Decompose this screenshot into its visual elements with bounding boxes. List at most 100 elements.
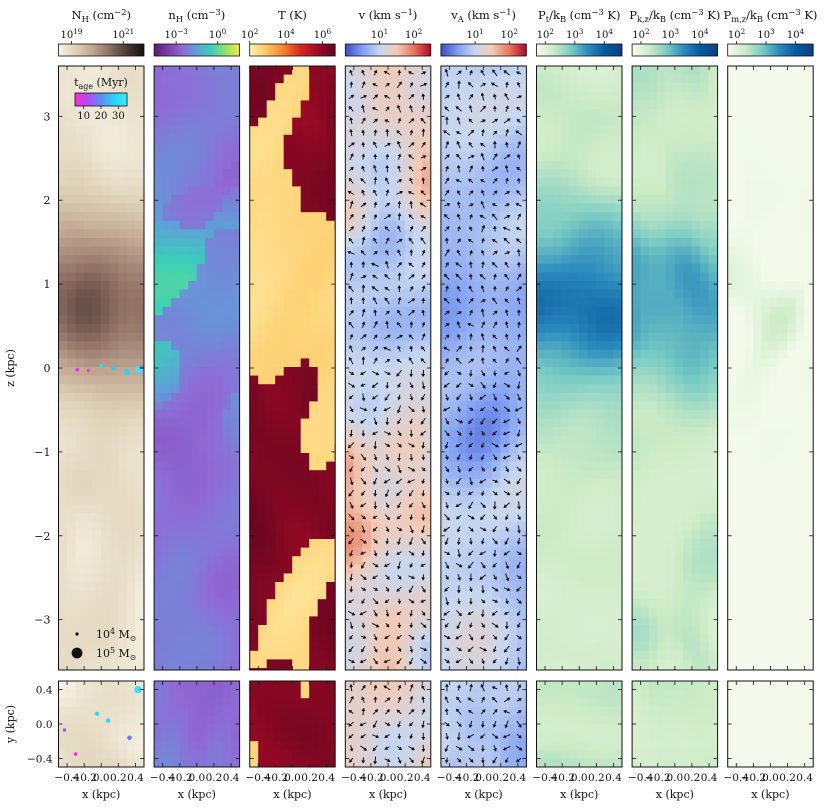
image-cell [266, 749, 276, 759]
image-cell [109, 573, 119, 583]
image-cell [92, 117, 102, 127]
image-cell [135, 478, 144, 488]
image-cell [162, 435, 172, 445]
image-cell [154, 169, 164, 179]
image-cell [292, 66, 302, 76]
image-cell [421, 186, 431, 196]
image-cell [466, 470, 476, 480]
image-cell [440, 478, 450, 488]
image-cell [517, 625, 527, 635]
image-cell [84, 427, 94, 437]
image-cell [58, 375, 68, 385]
image-cell [249, 281, 259, 291]
image-cell [126, 246, 136, 256]
image-cell [326, 341, 336, 351]
image-cell [421, 195, 431, 205]
image-cell [258, 401, 268, 411]
image-cell [275, 229, 285, 239]
image-cell [449, 358, 459, 368]
image-cell [162, 384, 172, 394]
image-cell [275, 599, 285, 609]
image-cell [154, 599, 164, 609]
image-cell [239, 83, 240, 93]
image-cell [309, 392, 319, 402]
image-cell [379, 478, 389, 488]
image-cell [596, 83, 606, 93]
image-cell [309, 530, 319, 540]
image-cell [101, 169, 111, 179]
image-cell [249, 306, 259, 316]
image-cell [579, 289, 589, 299]
image-cell [196, 83, 206, 93]
image-cell [266, 177, 276, 187]
image-cell [126, 315, 136, 325]
image-cell [370, 349, 380, 359]
image-cell [396, 83, 406, 93]
image-cell [58, 289, 68, 299]
image-cell [508, 401, 518, 411]
image-cell [213, 212, 223, 222]
image-cell [101, 143, 111, 153]
image-cell [562, 478, 572, 488]
image-cell [621, 410, 622, 420]
image-cell [188, 547, 198, 557]
image-cell [205, 668, 215, 670]
image-cell [292, 435, 302, 445]
image-cell [67, 599, 77, 609]
image-cell [196, 504, 206, 514]
image-cell [500, 504, 510, 514]
image-cell [525, 289, 527, 299]
image-cell [334, 100, 336, 110]
image-cell [508, 749, 518, 759]
image-cell [258, 668, 268, 670]
image-cell [143, 134, 144, 144]
image-cell [205, 289, 215, 299]
image-cell [205, 212, 215, 222]
image-cell [508, 681, 518, 691]
image-cell [387, 478, 397, 488]
image-cell [101, 732, 111, 742]
image-cell [239, 203, 240, 213]
image-cell [570, 238, 580, 248]
image-cell [283, 633, 293, 643]
image-cell [283, 134, 293, 144]
image-cell [213, 358, 223, 368]
image-cell [404, 625, 414, 635]
image-cell [562, 74, 572, 84]
image-cell [75, 444, 85, 454]
image-cell [587, 109, 597, 119]
image-cell [500, 160, 510, 170]
image-cell [474, 530, 484, 540]
image-cell [213, 91, 223, 101]
image-cell [188, 681, 198, 691]
image-cell [67, 668, 77, 670]
image-cell [283, 418, 293, 428]
image-cell [249, 126, 259, 136]
image-cell [162, 453, 172, 463]
image-cell [379, 169, 389, 179]
image-cell [109, 582, 119, 592]
image-cell [154, 521, 164, 531]
image-cell [213, 504, 223, 514]
image-cell [553, 238, 563, 248]
image-cell [387, 324, 397, 334]
image-cell [196, 681, 206, 691]
image-cell [67, 384, 77, 394]
image-cell [135, 418, 144, 428]
image-cell [396, 109, 406, 119]
image-cell [491, 143, 501, 153]
image-cell [553, 298, 563, 308]
image-cell [92, 349, 102, 359]
image-cell [275, 590, 285, 600]
image-cell [457, 349, 467, 359]
image-cell [230, 681, 240, 691]
image-cell [84, 461, 94, 471]
image-cell [222, 573, 232, 583]
image-cell [222, 367, 232, 377]
image-cell [58, 573, 68, 583]
image-cell [258, 83, 268, 93]
image-cell [483, 186, 493, 196]
image-cell [449, 698, 459, 708]
image-cell [92, 732, 102, 742]
image-cell [222, 607, 232, 617]
